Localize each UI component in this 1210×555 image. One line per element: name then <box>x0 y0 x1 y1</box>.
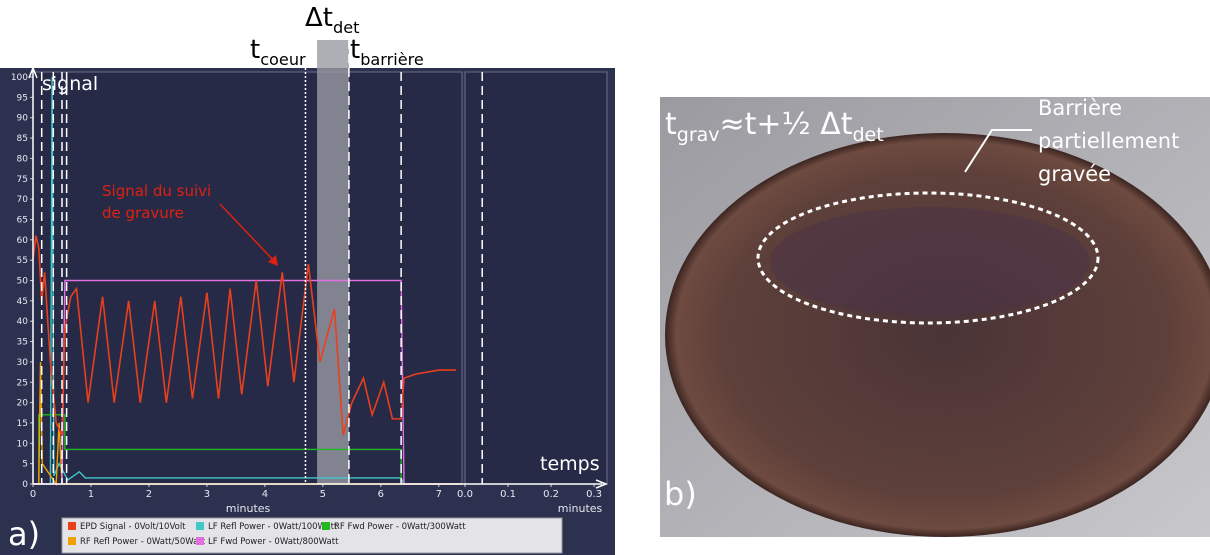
y-tick-label: 70 <box>17 195 29 205</box>
y-tick-label: 40 <box>17 317 29 327</box>
label-sub: coeur <box>260 50 306 69</box>
y-tick-label: 75 <box>17 175 28 185</box>
label-main: t <box>350 35 360 65</box>
header-label: Δtdet <box>305 3 359 37</box>
etched-zone <box>770 207 1090 317</box>
header-label: tbarrière <box>350 35 424 69</box>
x-tick-label: 5 <box>320 489 326 500</box>
y-tick-label: 25 <box>17 378 28 388</box>
legend-swatch <box>68 522 76 530</box>
label-main: t <box>250 35 260 65</box>
legend-label: LF Fwd Power - 0Watt/800Watt <box>208 537 339 547</box>
y-arrow <box>28 65 38 79</box>
annotation-arrow <box>219 203 276 263</box>
label-line: gravée <box>1038 162 1111 186</box>
annotation: Signal du suivi <box>102 182 211 200</box>
label-line: partiellement <box>1038 129 1179 153</box>
label-sub: det <box>333 18 359 37</box>
dashed-outline <box>756 191 1100 325</box>
x-arrow <box>595 479 609 489</box>
legend-swatch <box>196 537 204 545</box>
formula-part: t <box>665 107 677 142</box>
y-tick-label: 65 <box>17 215 28 225</box>
x-tick-label: 1 <box>88 489 94 500</box>
panel-label: b) <box>664 475 697 513</box>
x2-tick-label: 0.1 <box>500 489 516 500</box>
annotation-arrowhead <box>268 255 278 266</box>
legend-swatch <box>196 522 204 530</box>
leader-line <box>964 129 1032 173</box>
plot-area <box>32 71 463 485</box>
formula-sub: grav <box>677 124 720 146</box>
photo: tgrav≈t+½ Δtdet Barrière partiellement g… <box>660 96 1210 537</box>
x-tick-label: 6 <box>378 489 384 500</box>
y-tick-label: 10 <box>17 439 29 449</box>
y-tick-label: 80 <box>17 154 29 164</box>
legend-swatch <box>68 537 76 545</box>
x-axis-label: minutes <box>226 502 271 515</box>
label-line: Barrière <box>1038 96 1122 120</box>
wafer <box>665 133 1210 537</box>
y-tick-label: 30 <box>17 358 29 368</box>
y-tick-label: 55 <box>17 256 28 266</box>
y-tick-label: 35 <box>17 338 28 348</box>
x-tick-label: 7 <box>436 489 442 500</box>
legend-label: RF Refl Power - 0Watt/50Watt <box>80 537 206 547</box>
x-tick-label: 0 <box>30 489 36 500</box>
y-tick-label: 60 <box>17 236 29 246</box>
label-main: Δt <box>305 3 333 33</box>
formula-sub: det <box>852 124 883 146</box>
plot: 0510152025303540455055606570758085909510… <box>8 3 609 554</box>
y-tick-label: 45 <box>17 297 28 307</box>
y-tick-label: 100 <box>11 73 28 83</box>
detection-band <box>317 40 349 484</box>
legend-label: LF Refl Power - 0Watt/100Watt <box>208 522 338 532</box>
series-line <box>32 235 457 436</box>
y-tick-label: 15 <box>17 419 28 429</box>
x2-tick-label: 0.0 <box>457 489 473 500</box>
x2-tick-label: 0.2 <box>543 489 559 500</box>
formula: tgrav≈t+½ Δtdet <box>665 107 884 146</box>
y-tick-label: 50 <box>17 277 29 287</box>
y-tick-label: 85 <box>17 134 28 144</box>
x-tick-label: 3 <box>204 489 210 500</box>
panel-label: a) <box>8 515 40 553</box>
x2-tick-label: 0.3 <box>586 489 602 500</box>
x-axis-arrow-label: temps <box>540 453 600 475</box>
plot-area-2 <box>464 71 608 485</box>
y-tick-label: 90 <box>17 114 29 124</box>
annotation: de gravure <box>102 204 184 222</box>
y-axis-label: signal <box>42 73 98 95</box>
legend-box <box>61 517 563 554</box>
legend-label: RF Fwd Power - 0Watt/300Watt <box>334 522 466 532</box>
x2-axis-label: minutes <box>558 502 603 515</box>
y-tick-label: 20 <box>17 399 29 409</box>
y-tick-label: 5 <box>22 460 28 470</box>
header-label: tcoeur <box>250 35 306 69</box>
y-tick-label: 95 <box>17 93 28 103</box>
formula-part: ≈t+½ Δt <box>720 107 853 142</box>
label-sub: barrière <box>360 50 424 69</box>
y-tick-label: 0 <box>22 480 28 490</box>
legend-label: EPD Signal - 0Volt/10Volt <box>80 522 186 532</box>
x-tick-label: 2 <box>146 489 152 500</box>
x-tick-label: 4 <box>262 489 268 500</box>
legend-swatch <box>322 522 330 530</box>
